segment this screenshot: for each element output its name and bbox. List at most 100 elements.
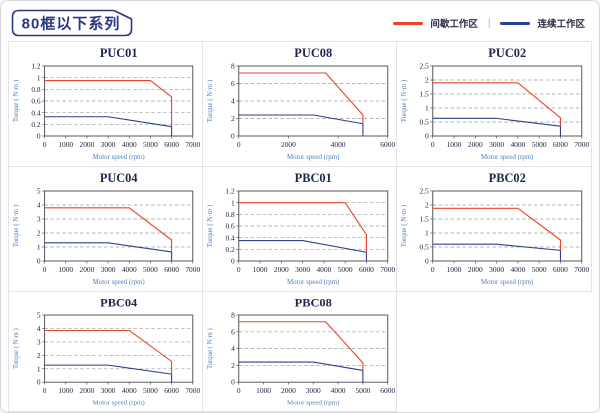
legend: 间歇工作区 | 连续工作区 [393,16,585,30]
y-tick-label: 0.5 [420,118,430,127]
x-tick-label: 6000 [553,265,568,274]
x-tick-label: 0 [43,140,47,149]
y-axis-label: Torque ( N·m ) [400,79,408,122]
series-continuous [44,364,173,383]
x-tick-label: 1000 [252,265,267,274]
x-tick-label: 2000 [80,386,95,395]
y-tick-label: 0 [231,378,235,387]
y-tick-label: 1 [37,73,41,82]
x-tick-label: 2000 [281,140,296,149]
x-axis-label: Motor speed (rpm) [287,278,340,286]
chart-cell-pbc01: PBC01 0 1000 2000 3000 4000 5000 6000 7000 0 0.2 0.… [202,167,398,292]
y-tick-label: 0 [37,132,41,141]
y-tick-label: 0.6 [31,97,41,106]
x-tick-label: 4000 [511,265,526,274]
series-badge: 80框以下系列 [11,9,133,37]
x-tick-label: 3000 [489,140,504,149]
series-intermittent [44,329,173,375]
plot-border [432,190,583,262]
series-intermittent [238,202,367,253]
y-tick-label: 6 [231,327,235,336]
x-tick-label: 0 [237,140,241,149]
x-tick-label: 3000 [101,386,116,395]
chart-cell-pbc04: PBC04 0 1000 2000 3000 4000 5000 6000 7000 0 1 2 3 4 5… [8,292,203,412]
chart-title: PUC01 [100,46,138,60]
x-tick-label: 4000 [330,140,345,149]
plot-border [44,314,194,383]
y-tick-label: 0.4 [31,108,41,117]
legend-separator: | [487,17,491,29]
chart-pbc02: PBC02 0 1000 2000 3000 4000 5000 6000 7000 0 0.5 1 1… [397,167,591,291]
y-tick-label: 6 [231,79,235,88]
chart-puc08: PUC08 0 2000 4000 6000 0 2 4 6 8 Motor speed (rpm)… [203,42,397,166]
series-continuous [44,116,173,136]
y-tick-label: 0.6 [225,222,235,231]
plot-border [432,65,583,137]
x-tick-label: 7000 [185,386,200,395]
y-axis-label: Torque ( N·m ) [207,328,214,369]
plot-border [44,190,194,262]
x-tick-label: 4000 [122,140,137,149]
y-tick-label: 1.5 [420,215,430,224]
x-axis-label: Motor speed (rpm) [287,153,340,161]
legend-swatch-intermittent [393,21,424,25]
y-axis-label: Torque ( N·m ) [206,79,214,122]
x-tick-label: 7000 [185,265,200,274]
y-tick-label: 3 [37,215,41,224]
chart-puc02: PUC02 0 1000 2000 3000 4000 5000 6000 7000 0 0.5 1 1… [397,42,591,166]
y-tick-label: 2 [37,229,41,238]
series-continuous [433,243,562,261]
y-tick-label: 1 [37,243,41,252]
y-tick-label: 0.2 [225,245,235,254]
x-tick-label: 7000 [380,265,395,274]
chart-pbc01: PBC01 0 1000 2000 3000 4000 5000 6000 7000 0 0.2 0.… [203,167,397,291]
x-tick-label: 2000 [274,265,289,274]
badge-label: 80框以下系列 [22,15,121,33]
x-tick-label: 7000 [575,140,590,149]
x-tick-label: 5000 [143,140,158,149]
x-tick-label: 4000 [122,386,137,395]
chart-cell-pbc02: PBC02 0 1000 2000 3000 4000 5000 6000 7000 0 0.5 1 1… [397,167,592,292]
series-continuous [44,242,173,261]
chart-title: PUC02 [489,46,527,60]
y-tick-label: 1 [231,198,235,207]
chart-title: PUC08 [294,46,332,60]
y-tick-label: 1.2 [31,62,41,71]
chart-title: PBC01 [294,171,331,185]
chart-pbc08: PBC08 0 1000 2000 3000 4000 5000 6000 0 2 4 6 8 Motor… [203,292,397,411]
series-continuous [238,114,364,136]
series-continuous [238,361,364,383]
chart-pbc04: PBC04 0 1000 2000 3000 4000 5000 6000 7000 0 1 2 3 4 5… [9,292,202,411]
y-tick-label: 2.5 [420,187,430,196]
chart-svg: PUC01 0 1000 2000 3000 4000 5000 6000 7000 0 0.2 0.… [12,46,201,161]
chart-puc04: PUC04 0 1000 2000 3000 4000 5000 6000 7000 0 1 2 3 4 5… [9,167,202,291]
chart-svg: PUC02 0 1000 2000 3000 4000 5000 6000 7000 0 0.5 1 1… [400,46,590,161]
x-tick-label: 5000 [143,265,158,274]
y-tick-label: 0.5 [420,243,430,252]
x-tick-label: 4000 [511,140,526,149]
x-tick-label: 5000 [143,386,158,395]
legend-label-continuous: 连续工作区 [537,19,585,30]
chart-grid: PUC01 0 1000 2000 3000 4000 5000 6000 7000 0 0.2 0.… [1,41,599,412]
y-axis-label: Torque ( N·m ) [13,328,20,369]
x-tick-label: 3000 [101,265,116,274]
x-tick-label: 1000 [58,140,73,149]
chart-svg: PBC02 0 1000 2000 3000 4000 5000 6000 7000 0 0.5 1 1… [400,171,590,286]
chart-title: PBC02 [489,171,526,185]
y-tick-label: 2 [231,114,235,123]
x-tick-label: 7000 [575,265,590,274]
y-axis-label: Torque ( N·m ) [12,205,20,247]
x-axis-label: Motor speed (rpm) [93,278,145,286]
y-tick-label: 0.4 [225,233,235,242]
y-tick-label: 0 [231,132,235,141]
y-tick-label: 5 [37,311,41,320]
x-tick-label: 0 [43,265,47,274]
series-intermittent [433,82,562,127]
y-tick-label: 0 [425,257,429,266]
x-tick-label: 0 [237,265,241,274]
x-tick-label: 2000 [468,140,483,149]
y-tick-label: 4 [37,201,41,210]
y-tick-label: 1.5 [420,90,430,99]
chart-title: PUC04 [100,171,138,185]
chart-svg: PBC08 0 1000 2000 3000 4000 5000 6000 0 2 4 6 8 Motor… [207,296,396,407]
